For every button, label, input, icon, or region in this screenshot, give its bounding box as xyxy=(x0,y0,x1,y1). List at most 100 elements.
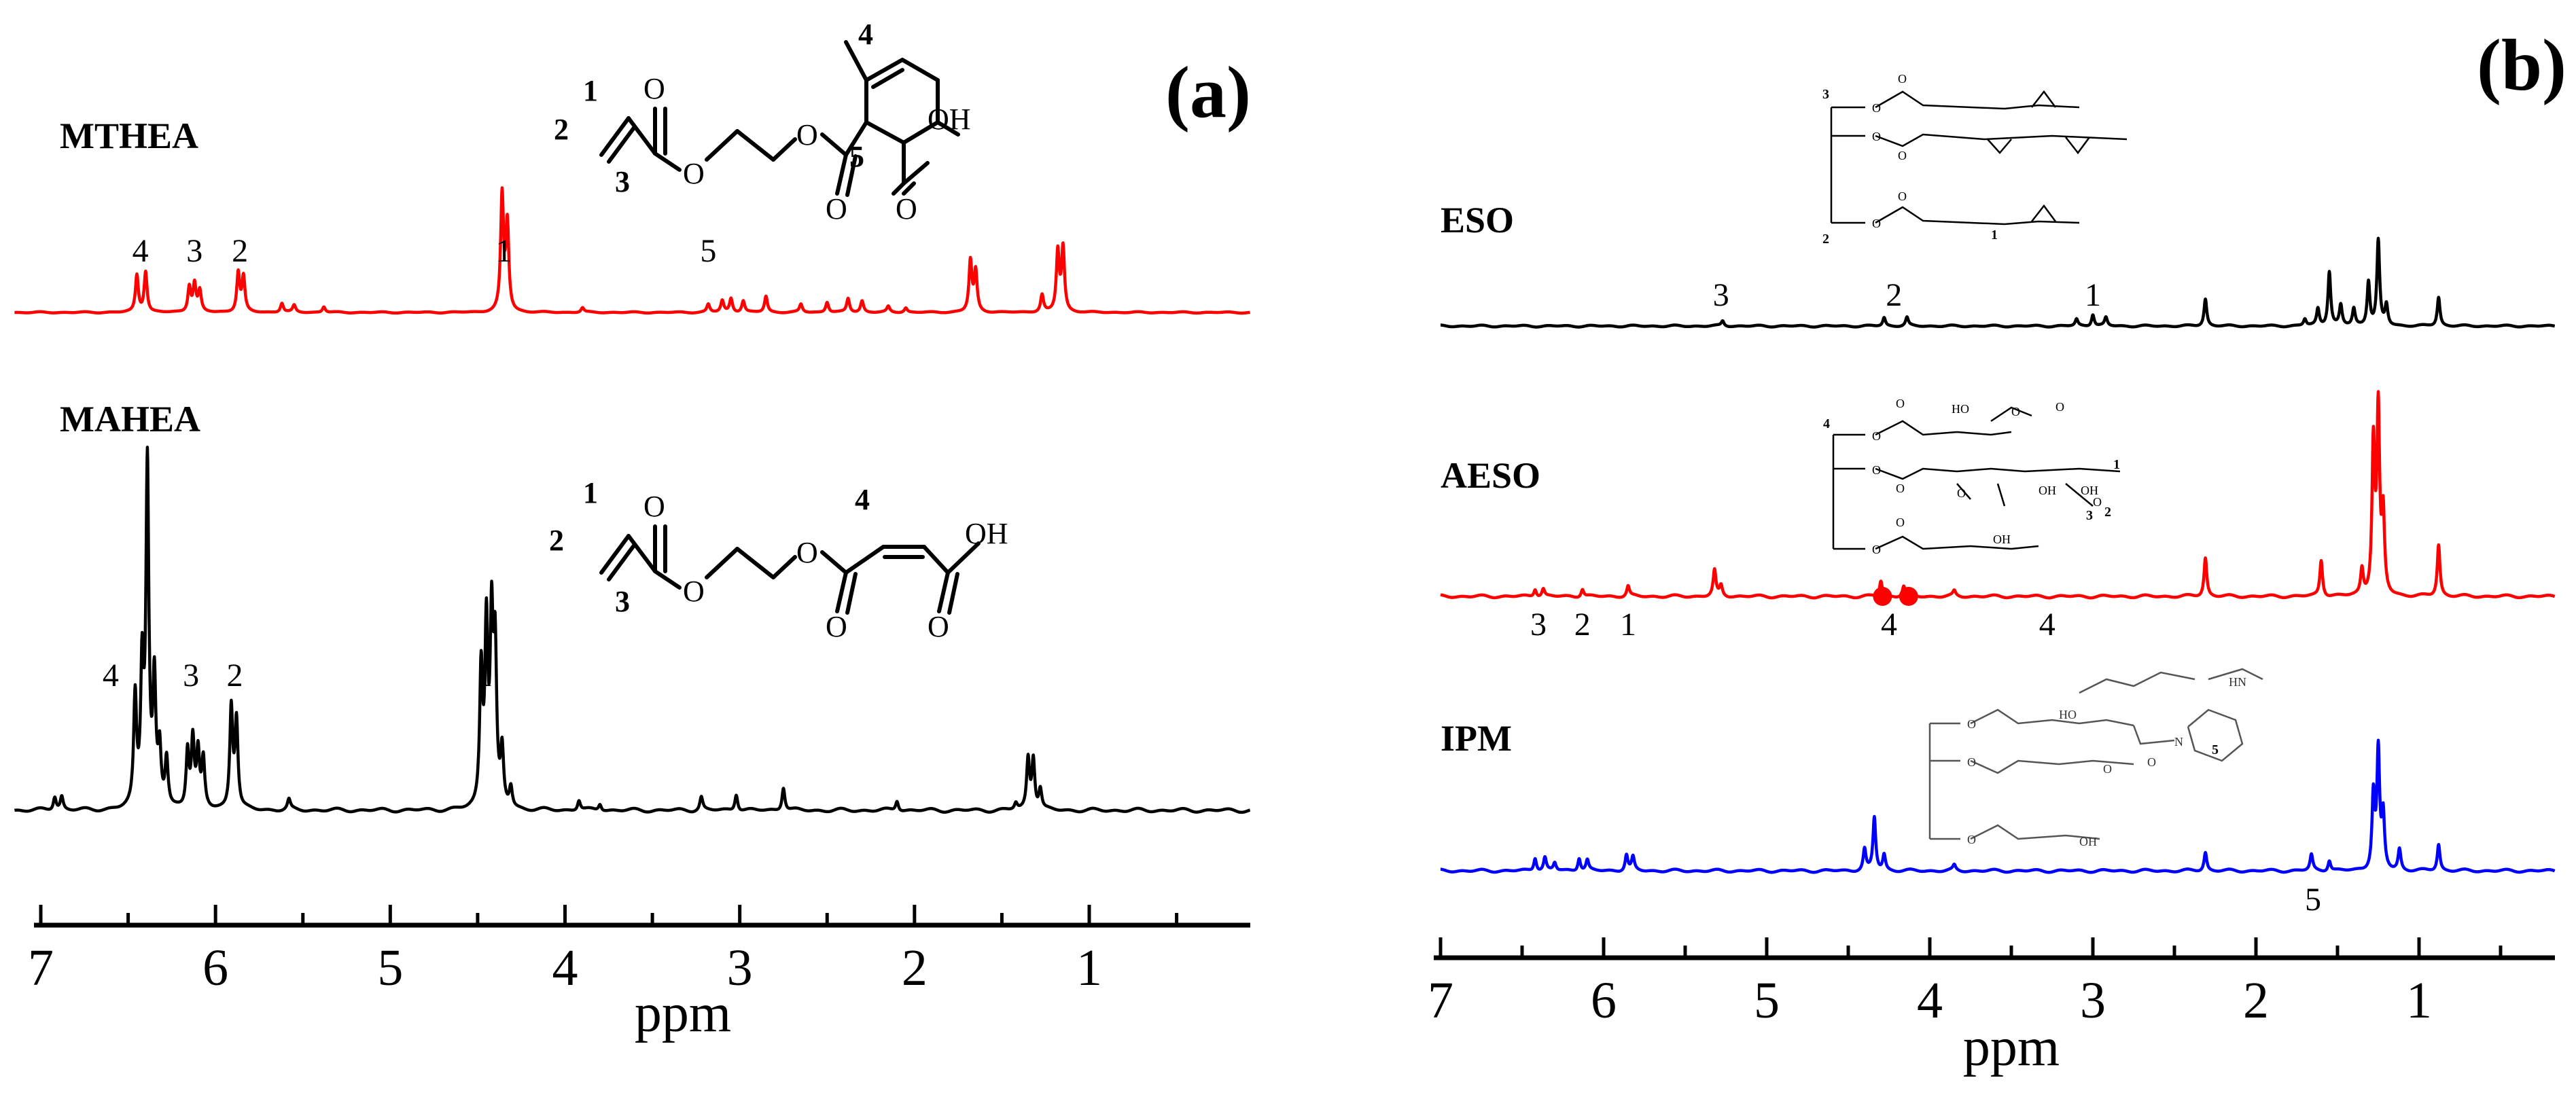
eso-peak-label-3: 3 xyxy=(1713,277,1729,313)
eso-label: ESO xyxy=(1441,200,1514,240)
svg-text:O: O xyxy=(1872,130,1881,143)
svg-text:O: O xyxy=(1898,72,1907,86)
svg-text:2: 2 xyxy=(554,113,569,146)
aeso-peak-label-4: 4 xyxy=(2039,607,2055,643)
x-tick-label-3: 3 xyxy=(727,939,753,996)
panel-b-x-axis: 7 6 5 4 3 2 1 xyxy=(1428,937,2555,1029)
eso-peak-label-1: 1 xyxy=(2085,277,2101,313)
x-tick-label-4: 4 xyxy=(552,939,578,996)
x-tick-label-4: 4 xyxy=(1917,972,1943,1029)
aeso-peak-label-2: 2 xyxy=(1574,607,1591,643)
mahea-structure-text: O O O O O OH 1 2 3 4 xyxy=(549,476,1008,643)
aeso-structure xyxy=(1832,406,2121,550)
x-tick-label-2: 2 xyxy=(902,939,928,996)
svg-text:O: O xyxy=(1967,755,1976,769)
mthea-peak-label-1: 1 xyxy=(495,233,512,269)
aeso-peak-label-4: 4 xyxy=(1881,607,1897,643)
aeso-structure-text: O O O O O O O O HO OH OH OH O O 1 2 3 4 xyxy=(1823,397,2120,556)
svg-text:2: 2 xyxy=(2104,505,2111,520)
svg-text:O: O xyxy=(796,536,818,569)
svg-text:O: O xyxy=(2103,762,2112,776)
x-tick-label-6: 6 xyxy=(1591,972,1617,1029)
svg-text:O: O xyxy=(2147,755,2156,769)
x-tick-label-1: 1 xyxy=(2406,972,2432,1029)
svg-text:4: 4 xyxy=(855,483,870,516)
eso-structure xyxy=(1830,90,2128,226)
svg-text:O: O xyxy=(1898,190,1907,203)
aeso-marker-dot xyxy=(1873,587,1892,606)
svg-text:1: 1 xyxy=(1991,228,1998,242)
eso-trace xyxy=(1439,236,2556,329)
svg-text:O: O xyxy=(1896,397,1905,410)
svg-text:O: O xyxy=(1872,217,1881,230)
ipm-peak-label-5: 5 xyxy=(2305,882,2321,918)
svg-text:3: 3 xyxy=(615,165,630,198)
svg-text:O: O xyxy=(1898,149,1907,162)
svg-text:O: O xyxy=(1957,486,1966,500)
x-tick-label-5: 5 xyxy=(377,939,403,996)
mthea-trace xyxy=(13,186,1252,315)
svg-text:1: 1 xyxy=(583,74,598,107)
svg-text:O: O xyxy=(1896,516,1905,529)
svg-text:O: O xyxy=(1967,717,1976,731)
panel-a-x-axis-title: ppm xyxy=(635,984,731,1043)
svg-text:O: O xyxy=(928,610,949,643)
aeso-peak-label-3: 3 xyxy=(1530,607,1547,643)
eso-peak-label-2: 2 xyxy=(1886,277,1902,313)
svg-text:HN: HN xyxy=(2229,675,2246,689)
svg-text:OH: OH xyxy=(2039,484,2056,497)
svg-text:HO: HO xyxy=(1952,402,1969,416)
x-tick-label-5: 5 xyxy=(1754,972,1780,1029)
mahea-structure xyxy=(599,524,981,615)
svg-text:5: 5 xyxy=(849,140,864,173)
svg-text:OH: OH xyxy=(1993,533,2011,546)
svg-text:3: 3 xyxy=(615,585,630,618)
panel-a-label: (a) xyxy=(1165,52,1251,133)
svg-text:OH: OH xyxy=(2079,835,2097,848)
svg-text:O: O xyxy=(683,575,705,608)
ipm-structure-text: HO O O O O O OH HN N 5 xyxy=(1967,675,2246,848)
mahea-peak-label-4: 4 xyxy=(103,658,119,694)
panel-b-x-axis-title: ppm xyxy=(1963,1018,2060,1077)
ipm-trace xyxy=(1439,738,2556,874)
svg-text:1: 1 xyxy=(583,476,598,509)
ipm-structure xyxy=(1928,668,2263,840)
svg-text:4: 4 xyxy=(858,18,873,51)
svg-text:O: O xyxy=(826,610,847,643)
svg-text:O: O xyxy=(796,118,818,151)
svg-text:O: O xyxy=(2093,495,2102,509)
svg-text:2: 2 xyxy=(1822,232,1829,247)
svg-text:O: O xyxy=(1872,463,1881,477)
mahea-peak-label-2: 2 xyxy=(226,658,243,694)
mahea-peak-label-3: 3 xyxy=(183,658,199,694)
svg-text:HO: HO xyxy=(2059,708,2077,721)
aeso-marker-dot xyxy=(1899,587,1918,606)
svg-text:3: 3 xyxy=(2086,508,2093,523)
ipm-label: IPM xyxy=(1441,718,1512,759)
panel-b-label: (b) xyxy=(2477,25,2566,106)
svg-text:N: N xyxy=(2174,735,2183,749)
svg-text:1: 1 xyxy=(2113,457,2120,472)
svg-text:O: O xyxy=(896,192,917,226)
x-tick-label-7: 7 xyxy=(1428,972,1453,1029)
svg-text:O: O xyxy=(1872,543,1881,556)
aeso-label: AESO xyxy=(1441,455,1540,496)
svg-text:O: O xyxy=(826,192,847,226)
svg-text:OH: OH xyxy=(965,517,1008,550)
x-tick-label-6: 6 xyxy=(202,939,228,996)
svg-text:2: 2 xyxy=(549,524,564,557)
x-tick-label-7: 7 xyxy=(28,939,54,996)
svg-text:O: O xyxy=(643,72,665,105)
mahea-label: MAHEA xyxy=(60,399,200,439)
svg-text:O: O xyxy=(2055,400,2064,414)
mthea-peak-label-4: 4 xyxy=(133,233,149,269)
eso-spectrum: 3 2 1 xyxy=(1439,236,2556,329)
svg-text:O: O xyxy=(1896,482,1905,495)
